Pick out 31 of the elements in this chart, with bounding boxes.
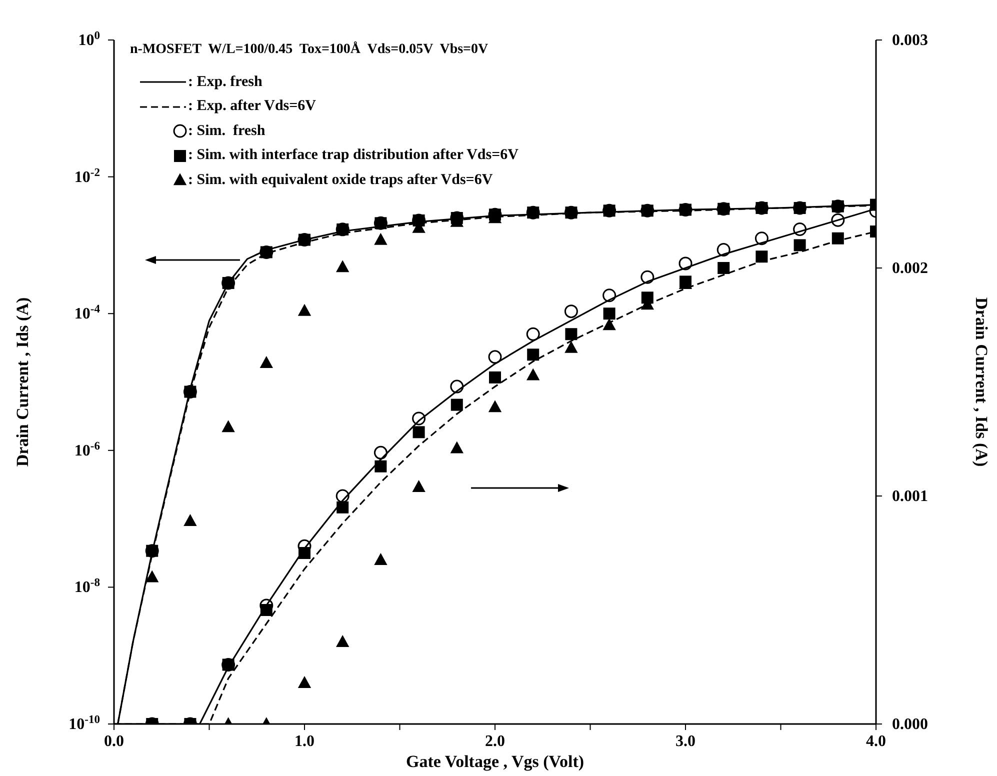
x-tick-label: 1.0: [294, 733, 314, 750]
legend-label: : Sim. with interface trap distribution after Vds=6V: [188, 147, 518, 164]
y2-tick-label: 0.001: [892, 488, 928, 505]
legend-label: : Exp. fresh: [188, 74, 262, 91]
y-tick-label: 10$^{-8}$: [74, 577, 100, 596]
point: [222, 420, 235, 432]
legend-label: : Sim. fresh: [188, 122, 266, 140]
x-tick-label: 3.0: [676, 733, 696, 750]
y2-tick-label: 0.000: [892, 716, 928, 733]
y-tick-label: 10$^{-6}$: [74, 440, 100, 460]
y-axis-title: Drain Current , Ids (A): [13, 297, 32, 467]
point: [374, 232, 388, 245]
x-tick-label: 0.0: [104, 733, 124, 750]
x-tick-label: 2.0: [485, 733, 505, 750]
y-tick-label: 10$^{-10}$: [68, 714, 100, 733]
y2-axis-title: Drain Current , Ids (A): [972, 297, 991, 467]
point: [260, 356, 273, 368]
legend-label: : Sim. with equivalent oxide traps after Vds=6V: [188, 172, 493, 189]
y-tick-label: 10$^{0}$: [78, 30, 100, 49]
chart-title: n-MOSFET W/L=100/0.45 Tox=100Å Vds=0.05V Vbs=0V: [130, 42, 488, 58]
point: [184, 514, 197, 526]
y-tick-label: 10$^{-4}$: [74, 304, 100, 323]
y2-tick-label: 0.003: [892, 32, 928, 49]
y-tick-label: 10$^{-2}$: [74, 166, 100, 186]
point: [336, 260, 350, 272]
x-axis-title: Gate Voltage , Vgs (Volt): [404, 752, 586, 772]
x-tick-label: 4.0: [866, 733, 886, 750]
point: [146, 570, 159, 582]
legend-label: : Exp. after Vds=6V: [188, 98, 316, 116]
y2-tick-label: 0.002: [892, 260, 928, 277]
point: [298, 304, 312, 316]
